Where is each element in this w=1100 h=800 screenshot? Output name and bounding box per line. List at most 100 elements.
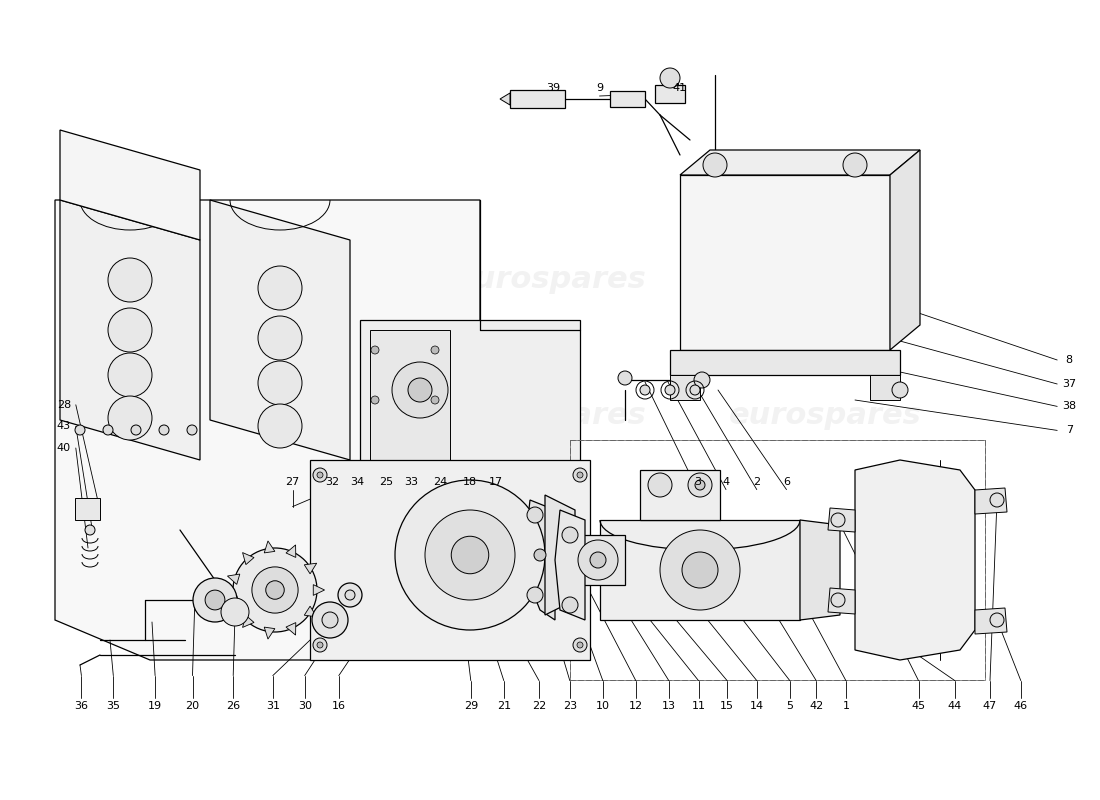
Polygon shape <box>544 495 575 615</box>
Circle shape <box>694 372 710 388</box>
Text: 47: 47 <box>983 701 997 710</box>
Polygon shape <box>855 460 975 660</box>
Circle shape <box>131 425 141 435</box>
Polygon shape <box>75 498 100 520</box>
Text: 37: 37 <box>1063 379 1076 389</box>
Circle shape <box>258 316 303 360</box>
Text: 45: 45 <box>912 701 925 710</box>
Text: 38: 38 <box>1063 402 1076 411</box>
Circle shape <box>578 472 583 478</box>
Text: 44: 44 <box>948 701 961 710</box>
Circle shape <box>660 530 740 610</box>
Text: 40: 40 <box>57 443 70 453</box>
Polygon shape <box>670 375 700 400</box>
Text: eurospares: eurospares <box>90 266 284 294</box>
Circle shape <box>703 153 727 177</box>
Polygon shape <box>228 596 240 606</box>
Bar <box>370 470 450 570</box>
Circle shape <box>408 378 432 402</box>
Polygon shape <box>242 615 254 627</box>
Circle shape <box>85 525 95 535</box>
Circle shape <box>562 597 578 613</box>
Text: 41: 41 <box>673 83 686 93</box>
Circle shape <box>75 425 85 435</box>
Text: 20: 20 <box>186 701 199 710</box>
Circle shape <box>690 385 700 395</box>
Polygon shape <box>800 520 840 620</box>
Circle shape <box>451 536 488 574</box>
Circle shape <box>258 266 303 310</box>
Polygon shape <box>305 563 317 574</box>
Text: 30: 30 <box>298 701 311 710</box>
Text: 18: 18 <box>463 477 476 486</box>
Text: eurospares: eurospares <box>453 266 647 294</box>
Circle shape <box>84 502 96 514</box>
Circle shape <box>573 638 587 652</box>
Circle shape <box>205 590 224 610</box>
Circle shape <box>431 526 439 534</box>
Polygon shape <box>210 200 350 460</box>
Text: 14: 14 <box>750 701 763 710</box>
Polygon shape <box>500 93 510 105</box>
Bar <box>640 470 720 520</box>
Circle shape <box>108 353 152 397</box>
Circle shape <box>108 396 152 440</box>
Text: 7: 7 <box>1066 426 1072 435</box>
Polygon shape <box>975 608 1006 634</box>
Text: 12: 12 <box>629 701 642 710</box>
Text: eurospares: eurospares <box>90 402 284 430</box>
Circle shape <box>322 612 338 628</box>
Circle shape <box>990 493 1004 507</box>
Polygon shape <box>680 150 920 175</box>
Circle shape <box>187 425 197 435</box>
Circle shape <box>371 346 380 354</box>
Polygon shape <box>828 588 855 614</box>
Text: 21: 21 <box>497 701 510 710</box>
Circle shape <box>314 468 327 482</box>
Circle shape <box>573 468 587 482</box>
Circle shape <box>258 361 303 405</box>
Circle shape <box>425 510 515 600</box>
Circle shape <box>317 472 323 478</box>
Text: 13: 13 <box>662 701 675 710</box>
Circle shape <box>371 476 380 484</box>
Text: 27: 27 <box>286 477 299 486</box>
Circle shape <box>527 587 543 603</box>
Text: 3: 3 <box>694 477 701 486</box>
Polygon shape <box>870 375 900 400</box>
Circle shape <box>108 258 152 302</box>
Text: 28: 28 <box>57 400 70 410</box>
Bar <box>580 535 625 585</box>
Text: 25: 25 <box>379 477 393 486</box>
Text: 2: 2 <box>754 477 760 486</box>
Text: 33: 33 <box>405 477 418 486</box>
Text: 23: 23 <box>563 701 576 710</box>
Bar <box>680 175 890 350</box>
Circle shape <box>314 638 327 652</box>
Circle shape <box>431 396 439 404</box>
Circle shape <box>688 473 712 497</box>
Circle shape <box>258 404 303 448</box>
Text: 1: 1 <box>843 701 849 710</box>
Polygon shape <box>975 488 1006 514</box>
Text: 19: 19 <box>148 701 162 710</box>
Text: 5: 5 <box>786 701 793 710</box>
Polygon shape <box>55 200 580 660</box>
Polygon shape <box>360 320 580 650</box>
Circle shape <box>695 480 705 490</box>
Bar <box>570 440 984 680</box>
Circle shape <box>562 527 578 543</box>
Bar <box>360 580 580 650</box>
Polygon shape <box>525 500 556 620</box>
Polygon shape <box>286 622 296 635</box>
Polygon shape <box>310 460 590 660</box>
Bar <box>510 90 565 108</box>
Circle shape <box>990 613 1004 627</box>
Circle shape <box>618 371 632 385</box>
Circle shape <box>590 552 606 568</box>
Circle shape <box>392 362 448 418</box>
Bar <box>670 350 900 375</box>
Circle shape <box>108 308 152 352</box>
Text: 35: 35 <box>107 701 120 710</box>
Text: 10: 10 <box>596 701 609 710</box>
